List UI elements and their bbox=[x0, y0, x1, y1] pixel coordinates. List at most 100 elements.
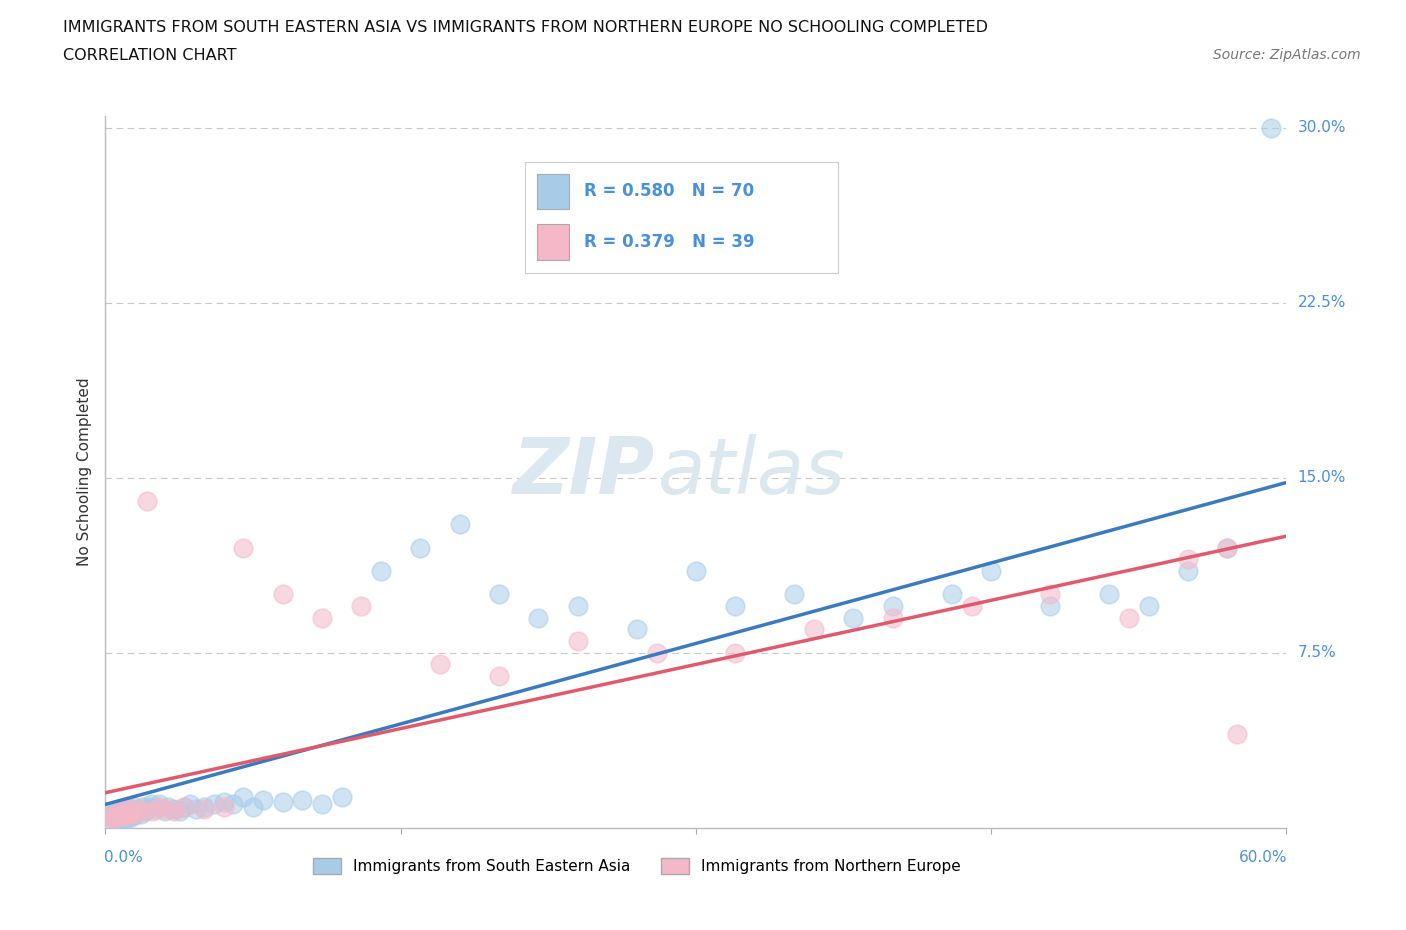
Text: atlas: atlas bbox=[658, 434, 846, 510]
Point bbox=[527, 610, 550, 625]
Point bbox=[110, 804, 132, 818]
Point bbox=[232, 790, 254, 804]
Point bbox=[100, 808, 122, 823]
Point bbox=[128, 802, 150, 817]
Point bbox=[173, 799, 195, 814]
Point bbox=[169, 804, 191, 818]
Point bbox=[104, 811, 127, 826]
Point bbox=[124, 806, 146, 821]
Point bbox=[153, 804, 176, 818]
Point bbox=[1039, 587, 1062, 602]
Point bbox=[242, 799, 264, 814]
Point bbox=[104, 804, 127, 818]
Point bbox=[139, 797, 162, 812]
Point bbox=[724, 599, 747, 614]
Text: 30.0%: 30.0% bbox=[1298, 120, 1346, 136]
Point bbox=[202, 797, 225, 812]
Point bbox=[1260, 121, 1282, 136]
Point bbox=[1177, 564, 1199, 578]
Point bbox=[1216, 540, 1239, 555]
Point bbox=[114, 808, 136, 823]
Point bbox=[330, 790, 353, 804]
Point bbox=[626, 622, 648, 637]
Point bbox=[132, 799, 155, 814]
Point bbox=[148, 799, 170, 814]
Point bbox=[724, 645, 747, 660]
Point bbox=[1098, 587, 1121, 602]
Point bbox=[163, 802, 186, 817]
Point bbox=[104, 811, 127, 826]
Point bbox=[488, 669, 510, 684]
Point bbox=[135, 802, 157, 817]
Point bbox=[135, 494, 157, 509]
Point bbox=[271, 794, 294, 809]
Point bbox=[1216, 540, 1239, 555]
Point bbox=[112, 806, 135, 821]
Point bbox=[685, 564, 707, 578]
Point bbox=[134, 804, 156, 818]
Point bbox=[567, 599, 589, 614]
Point bbox=[370, 564, 392, 578]
Point bbox=[118, 804, 141, 818]
Point bbox=[115, 802, 138, 817]
Point bbox=[124, 806, 146, 821]
Text: 22.5%: 22.5% bbox=[1298, 296, 1346, 311]
Point bbox=[212, 794, 235, 809]
Point bbox=[1137, 599, 1160, 614]
Point bbox=[108, 802, 131, 817]
Point bbox=[110, 811, 132, 826]
Point bbox=[429, 657, 451, 671]
Point bbox=[882, 599, 904, 614]
Point bbox=[567, 633, 589, 648]
Point bbox=[142, 804, 165, 818]
Point bbox=[212, 799, 235, 814]
Point bbox=[110, 804, 132, 818]
Point bbox=[143, 802, 166, 817]
Point bbox=[125, 804, 148, 818]
Text: IMMIGRANTS FROM SOUTH EASTERN ASIA VS IMMIGRANTS FROM NORTHERN EUROPE NO SCHOOLI: IMMIGRANTS FROM SOUTH EASTERN ASIA VS IM… bbox=[63, 20, 988, 35]
Point bbox=[311, 797, 333, 812]
Point bbox=[409, 540, 432, 555]
Point bbox=[488, 587, 510, 602]
Point bbox=[783, 587, 806, 602]
Point bbox=[882, 610, 904, 625]
Text: 60.0%: 60.0% bbox=[1239, 850, 1288, 866]
Point bbox=[112, 806, 135, 821]
Point bbox=[449, 517, 471, 532]
Point bbox=[153, 802, 176, 817]
Y-axis label: No Schooling Completed: No Schooling Completed bbox=[76, 378, 91, 566]
Point bbox=[118, 811, 141, 826]
Point bbox=[138, 799, 160, 814]
Point bbox=[803, 622, 825, 637]
Point bbox=[108, 808, 131, 823]
Point bbox=[118, 806, 141, 821]
Point bbox=[184, 802, 207, 817]
Point bbox=[291, 792, 314, 807]
Point bbox=[132, 804, 155, 818]
Point bbox=[222, 797, 245, 812]
Point bbox=[103, 806, 125, 821]
Point bbox=[115, 808, 138, 823]
Point bbox=[179, 797, 201, 812]
Point bbox=[128, 802, 150, 817]
Point bbox=[108, 808, 131, 823]
Point bbox=[645, 645, 668, 660]
Text: 7.5%: 7.5% bbox=[1298, 645, 1336, 660]
Point bbox=[120, 806, 142, 821]
Point bbox=[311, 610, 333, 625]
Point bbox=[148, 797, 170, 812]
Point bbox=[98, 811, 121, 826]
Text: 0.0%: 0.0% bbox=[104, 850, 143, 866]
Point bbox=[842, 610, 865, 625]
Point bbox=[271, 587, 294, 602]
Point bbox=[129, 806, 152, 821]
Point bbox=[105, 813, 128, 828]
Point bbox=[100, 813, 122, 828]
Legend: Immigrants from South Eastern Asia, Immigrants from Northern Europe: Immigrants from South Eastern Asia, Immi… bbox=[308, 852, 966, 881]
Text: ZIP: ZIP bbox=[512, 434, 655, 510]
Text: CORRELATION CHART: CORRELATION CHART bbox=[63, 48, 236, 63]
Point bbox=[173, 799, 195, 814]
Point bbox=[232, 540, 254, 555]
Point bbox=[193, 799, 215, 814]
Point bbox=[157, 799, 180, 814]
